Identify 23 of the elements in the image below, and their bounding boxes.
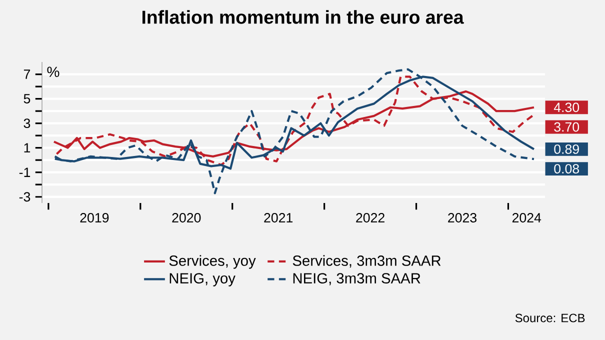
data-label: 0.08 (554, 164, 579, 174)
chart-title: Inflation momentum in the euro area (142, 10, 464, 24)
y-tick-label: 5 (24, 94, 30, 104)
y-tick-label: -1 (19, 168, 30, 177)
y-tick-label: 7 (24, 70, 30, 79)
x-tick-label: 2021 (264, 213, 293, 222)
legend-label: NEIG, 3m3m SAAR (293, 273, 420, 286)
legend-label: Services, yoy (169, 255, 256, 269)
x-tick-label: 2023 (448, 213, 476, 222)
y-axis-title: % (47, 66, 60, 77)
data-label: 3.70 (554, 122, 580, 132)
x-tick-label: 2020 (172, 213, 201, 222)
y-tick-label: -3 (19, 192, 30, 202)
data-label: 4.30 (554, 102, 580, 112)
legend-label: Services, 3m3m SAAR (292, 255, 441, 268)
y-tick-label: 1 (24, 143, 30, 152)
y-tick-label: 3 (24, 118, 30, 128)
legend-label: NEIG, yoy (170, 273, 236, 286)
x-tick-label: 2019 (80, 213, 109, 222)
data-label: 0.89 (554, 144, 579, 154)
x-tick-label: 2022 (356, 213, 384, 222)
source-note: Source: ECB (515, 314, 585, 322)
x-tick-label: 2024 (512, 213, 542, 222)
